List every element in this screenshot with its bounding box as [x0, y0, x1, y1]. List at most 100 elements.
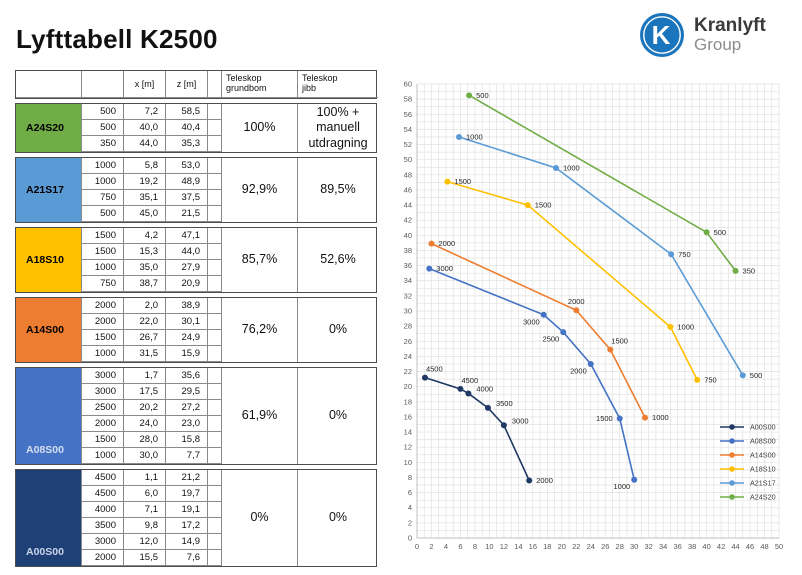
svg-text:56: 56 [404, 110, 412, 119]
load-cell: 3000 [82, 534, 124, 550]
spacer-cell [208, 104, 222, 120]
load-cell: 2500 [82, 400, 124, 416]
header-spacer [208, 71, 222, 98]
series-a14s00: 2000 2000 1500 1000 [428, 239, 669, 422]
x-cell: 15,5 [124, 550, 166, 566]
spacer-cell [208, 136, 222, 152]
spacer-cell [208, 330, 222, 346]
svg-text:8: 8 [473, 542, 477, 551]
kranlyft-logo-icon: K [640, 13, 684, 57]
spacer-cell [208, 276, 222, 292]
x-cell: 19,2 [124, 174, 166, 190]
svg-text:60: 60 [404, 80, 412, 89]
data-point [421, 374, 428, 381]
spacer-cell [208, 470, 222, 486]
data-point-label: 350 [743, 266, 756, 275]
data-point-label: 1000 [652, 413, 669, 422]
data-point [444, 178, 451, 185]
spacer-cell [208, 314, 222, 330]
legend-marker [729, 452, 735, 458]
data-point [457, 385, 464, 392]
legend-marker [729, 466, 735, 472]
svg-text:42: 42 [717, 542, 725, 551]
legend-item-a08s00: A08S00 [720, 437, 776, 446]
series-line [424, 376, 530, 481]
svg-text:46: 46 [404, 185, 412, 194]
grundbom-percent: 61,9% [222, 368, 298, 464]
data-point-label: 4000 [476, 384, 493, 393]
x-cell: 1,1 [124, 470, 166, 486]
z-cell: 7,7 [166, 448, 208, 464]
svg-text:30: 30 [630, 542, 638, 551]
legend-item-a24s20: A24S20 [720, 493, 776, 502]
legend-item-a00s00: A00S00 [720, 423, 776, 432]
data-point-label: 1000 [677, 322, 694, 331]
header-load [82, 71, 124, 98]
data-point-label: 3500 [496, 399, 513, 408]
jibb-percent: 89,5% [320, 182, 356, 197]
x-cell: 44,0 [124, 136, 166, 152]
x-cell: 26,7 [124, 330, 166, 346]
x-cell: 28,0 [124, 432, 166, 448]
z-cell: 15,8 [166, 432, 208, 448]
z-cell: 35,6 [166, 368, 208, 384]
load-cell: 1000 [82, 260, 124, 276]
series-line [429, 267, 635, 480]
legend-label: A00S00 [750, 423, 776, 432]
series-line [447, 180, 698, 381]
logo-ring [643, 16, 681, 54]
header-z: z [m] [166, 71, 208, 98]
logo-sub: Group [694, 35, 742, 55]
svg-text:12: 12 [404, 443, 412, 452]
spacer-cell [208, 368, 222, 384]
x-cell: 4,2 [124, 228, 166, 244]
data-point [465, 390, 472, 397]
load-cell: 1000 [82, 158, 124, 174]
spacer-cell [208, 432, 222, 448]
load-cell: 500 [82, 104, 124, 120]
data-point [455, 133, 462, 140]
x-cell: 7,1 [124, 502, 166, 518]
header-x: x [m] [124, 71, 166, 98]
table-group-a18s10: A18S10 1500 4,2 47,1 1500 15,3 44,0 1000 35,0 27,… [15, 227, 377, 293]
lift-table: x [m] z [m] Teleskop grundbom Teleskop j… [15, 70, 378, 567]
load-cell: 350 [82, 136, 124, 152]
lift-chart: 0 2 4 6 8 10 12 14 16 18 20 22 24 26 28 30 32 34 36 38 40 42 4… [384, 70, 802, 575]
svg-text:16: 16 [404, 412, 412, 421]
z-cell: 21,2 [166, 470, 208, 486]
z-cell: 29,5 [166, 384, 208, 400]
data-point [428, 240, 435, 247]
load-cell: 3500 [82, 518, 124, 534]
legend-marker [729, 424, 735, 430]
data-point [526, 477, 533, 484]
z-cell: 27,9 [166, 260, 208, 276]
svg-text:38: 38 [688, 542, 696, 551]
load-cell: 2000 [82, 416, 124, 432]
spacer-cell [208, 158, 222, 174]
spacer-cell [208, 416, 222, 432]
load-cell: 1500 [82, 228, 124, 244]
spacer-cell [208, 448, 222, 464]
svg-text:26: 26 [404, 337, 412, 346]
z-cell: 27,2 [166, 400, 208, 416]
jibb-percent: 0% [328, 510, 348, 525]
logo-text: Kranlyft Group [694, 16, 766, 54]
x-cell: 9,8 [124, 518, 166, 534]
model-label: A24S20 [16, 104, 82, 152]
svg-text:0: 0 [408, 534, 412, 543]
grundbom-percent: 85,7% [222, 228, 298, 292]
load-cell: 3000 [82, 368, 124, 384]
spacer-cell [208, 174, 222, 190]
x-cell: 12,0 [124, 534, 166, 550]
load-cell: 1500 [82, 432, 124, 448]
legend-label: A08S00 [750, 437, 776, 446]
spacer-cell [208, 534, 222, 550]
svg-text:18: 18 [404, 397, 412, 406]
data-point-label: 750 [704, 375, 717, 384]
data-point [540, 311, 547, 318]
x-cell: 35,0 [124, 260, 166, 276]
x-cell: 1,7 [124, 368, 166, 384]
data-point-label: 1500 [535, 201, 552, 210]
x-cell: 24,0 [124, 416, 166, 432]
